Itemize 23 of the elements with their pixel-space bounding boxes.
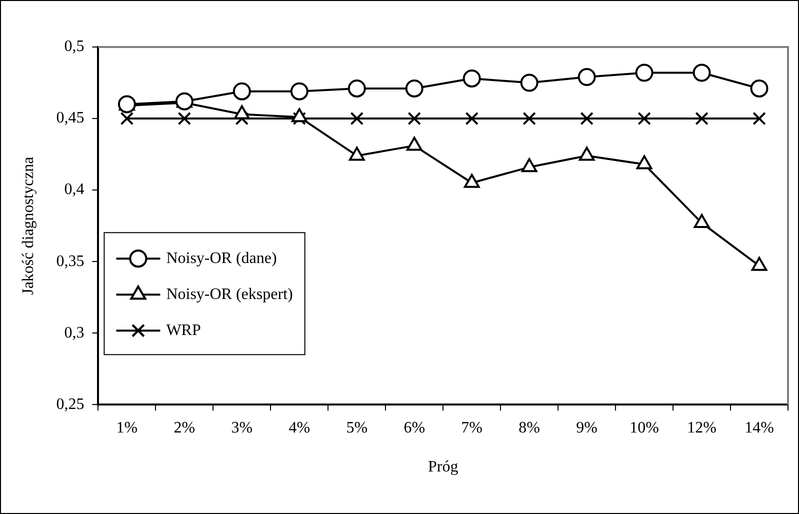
x-tick-label: 8% [518,419,540,436]
y-tick-label: 0,5 [64,38,84,56]
x-axis-title: Próg [428,458,458,476]
x-tick-label: 1% [116,419,138,436]
legend-label: Noisy-OR (dane) [166,250,277,267]
x-tick-label: 9% [576,419,598,436]
x-tick-label: 10% [630,419,659,436]
y-tick-label: 0,3 [64,324,84,342]
y-tick-label: 0,25 [56,396,84,413]
y-tick-label: 0,4 [64,181,84,198]
legend-label: WRP [166,322,201,339]
x-tick-label: 12% [687,419,716,436]
legend-label: Noisy-OR (ekspert) [166,286,293,303]
y-tick-label: 0,45 [56,110,84,127]
x-tick-label: 6% [404,419,426,436]
x-tick-label: 14% [744,419,774,436]
y-tick-label: 0,35 [56,252,84,270]
x-tick-label: 4% [288,419,310,436]
x-tick-label: 7% [461,419,483,436]
x-tick-label: 5% [346,419,368,436]
x-tick-label: 3% [231,419,253,436]
x-tick-label: 2% [174,419,196,436]
y-axis-title: Jakość diagnostyczna [20,156,37,295]
